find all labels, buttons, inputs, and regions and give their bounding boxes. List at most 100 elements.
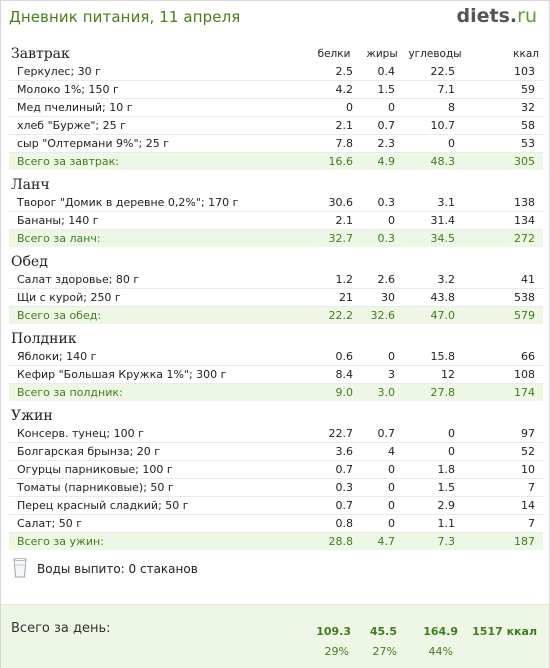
meal-total-label: Всего за завтрак: [9, 152, 309, 170]
total-carbs: 48.3 [405, 152, 465, 170]
total-protein: 32.7 [309, 229, 359, 247]
meal-sections: Завтрак белки жиры углеводы ккал Геркулес; 30… [1, 45, 549, 550]
site-logo[interactable]: diets.ru [457, 5, 537, 27]
food-kcal: 58 [465, 116, 543, 135]
meal-name: Ужин [11, 408, 53, 424]
food-carbs: 1.8 [405, 460, 465, 479]
total-kcal: 174 [465, 383, 543, 401]
food-row[interactable]: Огурцы парниковые; 100 г 0.7 0 1.8 10 [9, 460, 543, 479]
total-protein: 9.0 [309, 383, 359, 401]
food-name: сыр "Олтермани 9%"; 25 г [9, 134, 309, 153]
food-row[interactable]: хлеб "Бурже"; 25 г 2.1 0.7 10.7 58 [9, 116, 543, 135]
food-row[interactable]: Щи с курой; 250 г 21 30 43.8 538 [9, 288, 543, 307]
food-name: Салат; 50 г [9, 514, 309, 533]
total-carbs: 27.8 [405, 383, 465, 401]
food-name: Томаты (парниковые); 50 г [9, 478, 309, 497]
meal-table: Полдник Яблоки; 140 г 0.6 0 15.8 66 Кефир "Бол… [9, 330, 543, 401]
food-row[interactable]: Молоко 1%; 150 г 4.2 1.5 7.1 59 [9, 80, 543, 99]
meal-header-row: Ужин [9, 407, 543, 425]
food-fat: 1.5 [359, 80, 405, 99]
food-protein: 1.2 [309, 271, 359, 289]
food-carbs: 3.2 [405, 271, 465, 289]
food-carbs: 2.9 [405, 496, 465, 515]
food-name: Огурцы парниковые; 100 г [9, 460, 309, 479]
food-name: хлеб "Бурже"; 25 г [9, 116, 309, 135]
daily-carbs: 164.9 [423, 625, 458, 638]
food-name: Бананы; 140 г [9, 211, 309, 230]
total-protein: 16.6 [309, 152, 359, 170]
food-kcal: 7 [465, 514, 543, 533]
food-kcal: 32 [465, 98, 543, 117]
meal-total-label: Всего за ужин: [9, 532, 309, 550]
food-protein: 2.1 [309, 116, 359, 135]
food-fat: 4 [359, 442, 405, 461]
meal-table: Ужин Консерв. тунец; 100 г 22.7 0.7 0 97 Болга… [9, 407, 543, 550]
food-fat: 0 [359, 496, 405, 515]
food-kcal: 7 [465, 478, 543, 497]
food-row[interactable]: Мед пчелиный; 10 г 0 0 8 32 [9, 98, 543, 117]
food-carbs: 1.1 [405, 514, 465, 533]
food-row[interactable]: Перец красный сладкий; 50 г 0.7 0 2.9 14 [9, 496, 543, 515]
total-fat: 4.7 [359, 532, 405, 550]
food-row[interactable]: Кефир "Большая Кружка 1%"; 300 г 8.4 3 12 10… [9, 365, 543, 384]
food-row[interactable]: Болгарская брынза; 20 г 3.6 4 0 52 [9, 442, 543, 461]
food-fat: 30 [359, 288, 405, 307]
food-kcal: 10 [465, 460, 543, 479]
food-protein: 22.7 [309, 425, 359, 443]
food-carbs: 15.8 [405, 348, 465, 366]
food-row[interactable]: Консерв. тунец; 100 г 22.7 0.7 0 97 [9, 425, 543, 443]
glass-icon[interactable] [13, 558, 27, 578]
total-protein: 22.2 [309, 306, 359, 324]
meal-total-row: Всего за обед: 22.2 32.6 47.0 579 [9, 306, 543, 324]
food-carbs: 22.5 [405, 63, 465, 81]
food-row[interactable]: сыр "Олтермани 9%"; 25 г 7.8 2.3 0 53 [9, 134, 543, 153]
daily-kcal: 1517 ккал [472, 625, 537, 638]
food-protein: 2.1 [309, 211, 359, 230]
water-intake: Воды выпито: 0 стаканов [13, 558, 549, 584]
meal-name: Ланч [11, 177, 50, 193]
food-row[interactable]: Салат; 50 г 0.8 0 1.1 7 [9, 514, 543, 533]
daily-protein: 109.3 [316, 625, 351, 638]
total-fat: 0.3 [359, 229, 405, 247]
food-row[interactable]: Салат здоровье; 80 г 1.2 2.6 3.2 41 [9, 271, 543, 289]
food-fat: 0.3 [359, 194, 405, 212]
meal-name: Обед [11, 254, 48, 270]
food-carbs: 0 [405, 425, 465, 443]
food-protein: 0.7 [309, 460, 359, 479]
food-kcal: 134 [465, 211, 543, 230]
protein-column-header: белки [317, 48, 351, 60]
food-name: Болгарская брынза; 20 г [9, 442, 309, 461]
food-row[interactable]: Геркулес; 30 г 2.5 0.4 22.5 103 [9, 63, 543, 81]
food-protein: 0.6 [309, 348, 359, 366]
food-row[interactable]: Яблоки; 140 г 0.6 0 15.8 66 [9, 348, 543, 366]
page-title: Дневник питания, 11 апреля [9, 8, 241, 26]
food-name: Яблоки; 140 г [9, 348, 309, 366]
meal-total-label: Всего за полдник: [9, 383, 309, 401]
food-protein: 0.3 [309, 478, 359, 497]
food-carbs: 1.5 [405, 478, 465, 497]
food-fat: 0 [359, 514, 405, 533]
water-text: Воды выпито: 0 стаканов [37, 562, 198, 576]
meal-name: Завтрак [11, 46, 70, 62]
food-row[interactable]: Бананы; 140 г 2.1 0 31.4 134 [9, 211, 543, 230]
total-kcal: 579 [465, 306, 543, 324]
food-kcal: 138 [465, 194, 543, 212]
food-protein: 3.6 [309, 442, 359, 461]
food-row[interactable]: Творог "Домик в деревне 0,2%"; 170 г 30.6… [9, 194, 543, 212]
total-fat: 3.0 [359, 383, 405, 401]
meal-header-row: Ланч [9, 176, 543, 194]
meal-table: Завтрак белки жиры углеводы ккал Геркулес; 30… [9, 45, 543, 170]
total-kcal: 305 [465, 152, 543, 170]
food-carbs: 31.4 [405, 211, 465, 230]
food-protein: 21 [309, 288, 359, 307]
food-carbs: 0 [405, 134, 465, 153]
food-protein: 0.7 [309, 496, 359, 515]
food-protein: 0 [309, 98, 359, 117]
food-fat: 0 [359, 98, 405, 117]
food-carbs: 7.1 [405, 80, 465, 99]
food-protein: 0.8 [309, 514, 359, 533]
logo-main: diets [456, 5, 510, 27]
food-carbs: 0 [405, 442, 465, 461]
food-row[interactable]: Томаты (парниковые); 50 г 0.3 0 1.5 7 [9, 478, 543, 497]
food-protein: 30.6 [309, 194, 359, 212]
